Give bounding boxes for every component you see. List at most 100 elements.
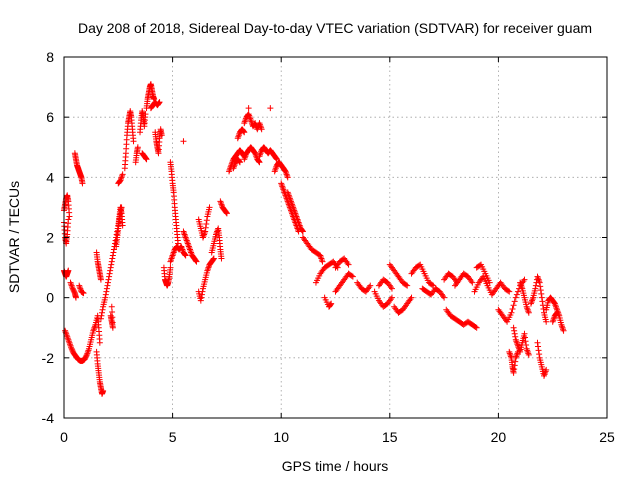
data-point bbox=[175, 240, 182, 247]
data-point bbox=[273, 155, 280, 162]
data-point bbox=[83, 352, 90, 359]
data-point bbox=[521, 276, 528, 283]
data-point bbox=[512, 358, 519, 365]
data-point bbox=[97, 315, 104, 322]
x-tick-label: 10 bbox=[273, 429, 289, 445]
data-point bbox=[202, 228, 209, 235]
data-point bbox=[197, 297, 204, 304]
data-point bbox=[223, 209, 230, 216]
data-point bbox=[134, 144, 141, 151]
data-point bbox=[105, 276, 112, 283]
data-point bbox=[119, 222, 126, 229]
data-point bbox=[284, 174, 291, 181]
data-point bbox=[106, 273, 113, 280]
data-point bbox=[560, 327, 567, 334]
data-point bbox=[256, 159, 263, 166]
data-point bbox=[511, 327, 518, 334]
data-point bbox=[522, 338, 529, 345]
data-point bbox=[98, 312, 105, 319]
data-point bbox=[102, 294, 109, 301]
data-point bbox=[537, 287, 544, 294]
data-point bbox=[104, 279, 111, 286]
y-tick-label: 2 bbox=[46, 230, 54, 246]
data-point bbox=[199, 288, 206, 295]
data-point bbox=[108, 261, 115, 268]
data-point bbox=[553, 310, 560, 317]
data-point bbox=[472, 323, 479, 330]
data-point bbox=[539, 298, 546, 305]
data-point bbox=[510, 369, 517, 376]
data-point bbox=[299, 227, 306, 234]
data-point bbox=[109, 252, 116, 259]
data-point bbox=[473, 324, 480, 331]
data-point bbox=[241, 129, 248, 136]
data-point bbox=[441, 294, 448, 301]
data-point bbox=[538, 294, 545, 301]
data-point bbox=[110, 246, 117, 253]
data-point bbox=[65, 216, 72, 223]
data-point bbox=[510, 302, 517, 309]
data-point bbox=[80, 290, 87, 297]
data-point bbox=[156, 99, 163, 106]
data-point bbox=[202, 224, 209, 231]
data-point bbox=[319, 258, 326, 265]
data-point bbox=[107, 264, 114, 271]
data-point bbox=[514, 288, 521, 295]
data-point bbox=[514, 348, 521, 355]
data-point bbox=[536, 279, 543, 286]
data-point bbox=[523, 342, 530, 349]
y-tick-label: 8 bbox=[46, 49, 54, 65]
data-series-guam bbox=[61, 81, 567, 397]
data-point bbox=[540, 305, 547, 312]
data-point bbox=[408, 294, 415, 301]
data-point bbox=[156, 99, 163, 106]
data-point bbox=[198, 291, 205, 298]
data-point bbox=[388, 294, 395, 301]
data-point bbox=[180, 138, 187, 145]
data-point bbox=[96, 339, 103, 346]
data-point bbox=[534, 339, 541, 346]
data-point bbox=[512, 333, 519, 340]
data-point bbox=[66, 213, 73, 220]
data-point bbox=[182, 251, 189, 258]
data-point bbox=[109, 314, 116, 321]
data-point bbox=[508, 309, 515, 316]
data-point bbox=[543, 318, 550, 325]
data-point bbox=[103, 285, 110, 292]
data-point bbox=[505, 287, 512, 294]
data-point bbox=[100, 387, 107, 394]
data-point bbox=[109, 319, 116, 326]
x-tick-label: 20 bbox=[491, 429, 507, 445]
data-point bbox=[486, 279, 493, 286]
data-point bbox=[509, 305, 516, 312]
data-point bbox=[210, 256, 217, 263]
data-point bbox=[143, 156, 150, 163]
data-point bbox=[469, 279, 476, 286]
data-point bbox=[367, 282, 374, 289]
data-point bbox=[99, 309, 106, 316]
data-point bbox=[118, 204, 125, 211]
data-point bbox=[554, 309, 561, 316]
data-point bbox=[538, 290, 545, 297]
data-point bbox=[258, 126, 265, 133]
data-point bbox=[267, 105, 274, 112]
data-point bbox=[203, 217, 210, 224]
data-point bbox=[110, 249, 117, 256]
chart-title: Day 208 of 2018, Sidereal Day-to-day VTE… bbox=[78, 20, 592, 36]
data-point bbox=[429, 281, 436, 288]
data-point bbox=[108, 303, 115, 310]
data-point bbox=[537, 283, 544, 290]
x-tick-label: 0 bbox=[60, 429, 68, 445]
data-point bbox=[198, 294, 205, 301]
data-point bbox=[236, 158, 243, 165]
data-point bbox=[182, 252, 189, 259]
data-point bbox=[535, 343, 542, 350]
data-point bbox=[106, 270, 113, 277]
data-point bbox=[192, 257, 199, 264]
x-tick-label: 5 bbox=[169, 429, 177, 445]
data-point bbox=[510, 324, 517, 331]
data-point bbox=[119, 171, 126, 178]
data-point bbox=[522, 334, 529, 341]
